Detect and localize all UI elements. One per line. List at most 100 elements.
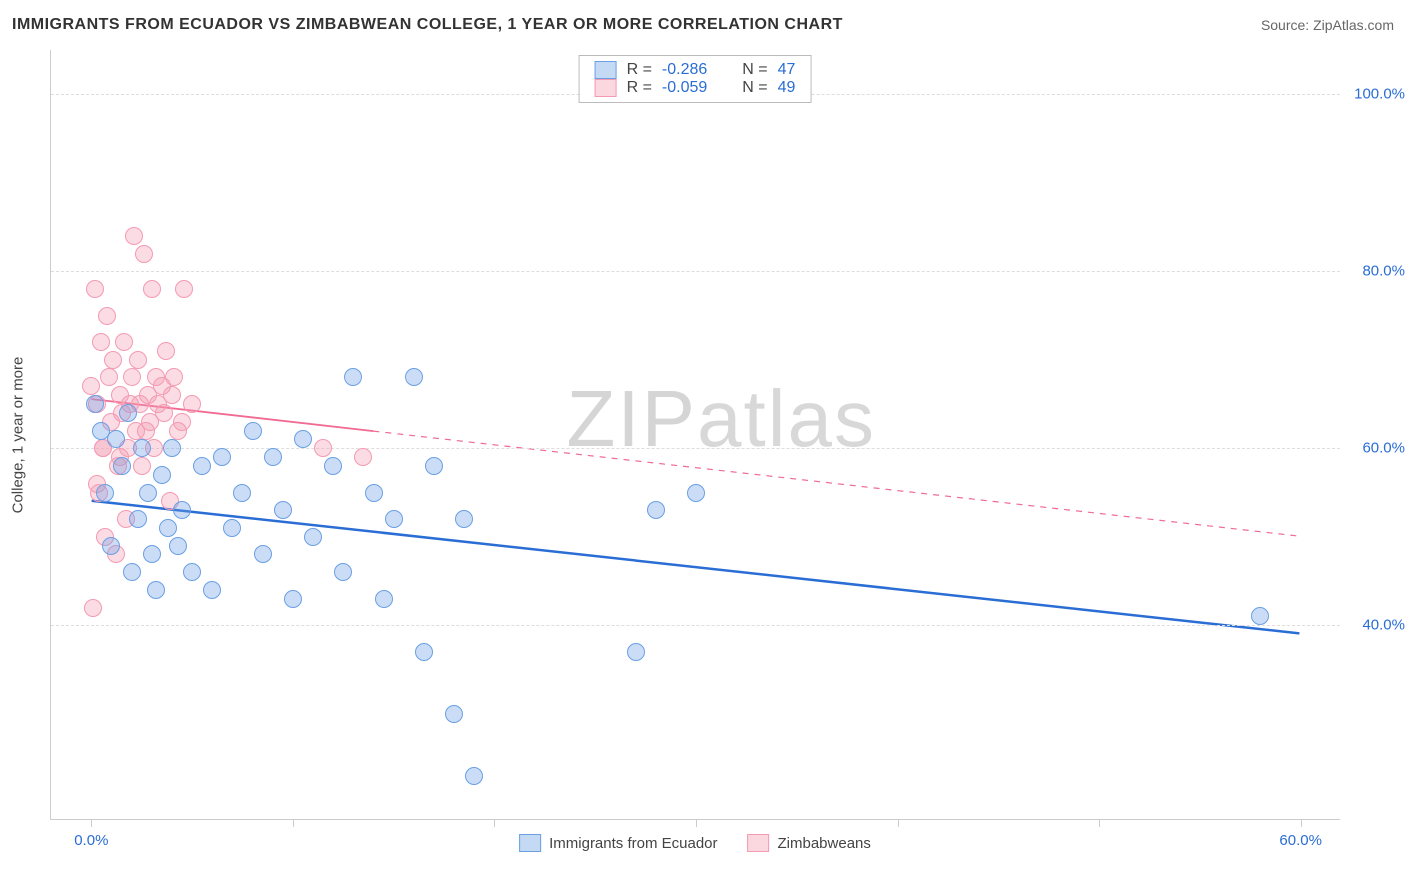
- data-point: [165, 368, 183, 386]
- data-point: [254, 545, 272, 563]
- trend-line: [92, 501, 1300, 634]
- data-point: [314, 439, 332, 457]
- data-point: [159, 519, 177, 537]
- data-point: [264, 448, 282, 466]
- legend-label: Zimbabweans: [778, 835, 871, 852]
- legend-item: Immigrants from Ecuador: [519, 834, 717, 852]
- data-point: [153, 466, 171, 484]
- data-point: [133, 457, 151, 475]
- data-point: [274, 501, 292, 519]
- data-point: [155, 404, 173, 422]
- data-point: [193, 457, 211, 475]
- data-point: [86, 280, 104, 298]
- data-point: [98, 307, 116, 325]
- data-point: [244, 422, 262, 440]
- x-tick: [1301, 819, 1302, 827]
- watermark-part1: ZIP: [567, 374, 697, 463]
- y-tick-label: 100.0%: [1354, 86, 1405, 103]
- data-point: [173, 413, 191, 431]
- n-value: 47: [778, 61, 796, 79]
- data-point: [92, 333, 110, 351]
- gridline: [51, 271, 1340, 272]
- data-point: [324, 457, 342, 475]
- legend-swatch: [748, 834, 770, 852]
- data-point: [294, 430, 312, 448]
- data-point: [465, 767, 483, 785]
- data-point: [365, 484, 383, 502]
- data-point: [223, 519, 241, 537]
- data-point: [104, 351, 122, 369]
- n-label: N =: [742, 79, 767, 97]
- data-point: [213, 448, 231, 466]
- data-point: [129, 510, 147, 528]
- data-point: [183, 395, 201, 413]
- correlation-stats-box: R = -0.286 N = 47 R = -0.059 N = 49: [579, 55, 812, 103]
- data-point: [203, 581, 221, 599]
- y-tick-label: 80.0%: [1362, 263, 1405, 280]
- data-point: [100, 368, 118, 386]
- data-point: [137, 422, 155, 440]
- data-point: [143, 280, 161, 298]
- data-point: [233, 484, 251, 502]
- n-value: 49: [778, 79, 796, 97]
- stats-row: R = -0.059 N = 49: [595, 79, 796, 97]
- data-point: [627, 643, 645, 661]
- data-point: [157, 342, 175, 360]
- data-point: [84, 599, 102, 617]
- r-label: R =: [627, 79, 652, 97]
- data-point: [385, 510, 403, 528]
- data-point: [405, 368, 423, 386]
- data-point: [647, 501, 665, 519]
- data-point: [175, 280, 193, 298]
- data-point: [415, 643, 433, 661]
- watermark-part2: atlas: [697, 374, 876, 463]
- source-prefix: Source:: [1261, 17, 1313, 33]
- x-tick: [293, 819, 294, 827]
- legend-swatch: [595, 79, 617, 97]
- data-point: [147, 581, 165, 599]
- data-point: [113, 457, 131, 475]
- legend-swatch: [519, 834, 541, 852]
- watermark: ZIPatlas: [567, 373, 876, 465]
- data-point: [135, 245, 153, 263]
- data-point: [123, 563, 141, 581]
- gridline: [51, 448, 1340, 449]
- data-point: [147, 368, 165, 386]
- legend-swatch: [595, 61, 617, 79]
- data-point: [375, 590, 393, 608]
- data-point: [169, 537, 187, 555]
- data-point: [96, 484, 114, 502]
- data-point: [143, 545, 161, 563]
- data-point: [129, 351, 147, 369]
- y-tick-label: 60.0%: [1362, 440, 1405, 457]
- x-tick-label: 0.0%: [74, 832, 108, 849]
- legend: Immigrants from Ecuador Zimbabweans: [519, 834, 871, 852]
- y-axis-label: College, 1 year or more: [10, 357, 27, 514]
- source-name: ZipAtlas.com: [1313, 17, 1394, 33]
- data-point: [284, 590, 302, 608]
- x-tick-label: 60.0%: [1279, 832, 1322, 849]
- data-point: [163, 439, 181, 457]
- data-point: [86, 395, 104, 413]
- data-point: [183, 563, 201, 581]
- data-point: [304, 528, 322, 546]
- chart-header: IMMIGRANTS FROM ECUADOR VS ZIMBABWEAN CO…: [12, 10, 1394, 40]
- data-point: [119, 404, 137, 422]
- source-attribution: Source: ZipAtlas.com: [1261, 17, 1394, 33]
- data-point: [123, 368, 141, 386]
- r-value: -0.059: [662, 79, 707, 97]
- data-point: [133, 439, 151, 457]
- x-tick: [91, 819, 92, 827]
- chart-title: IMMIGRANTS FROM ECUADOR VS ZIMBABWEAN CO…: [12, 16, 843, 34]
- r-value: -0.286: [662, 61, 707, 79]
- data-point: [125, 227, 143, 245]
- data-point: [163, 386, 181, 404]
- data-point: [173, 501, 191, 519]
- gridline: [51, 625, 1340, 626]
- n-label: N =: [742, 61, 767, 79]
- r-label: R =: [627, 61, 652, 79]
- data-point: [344, 368, 362, 386]
- data-point: [1251, 607, 1269, 625]
- data-point: [445, 705, 463, 723]
- data-point: [354, 448, 372, 466]
